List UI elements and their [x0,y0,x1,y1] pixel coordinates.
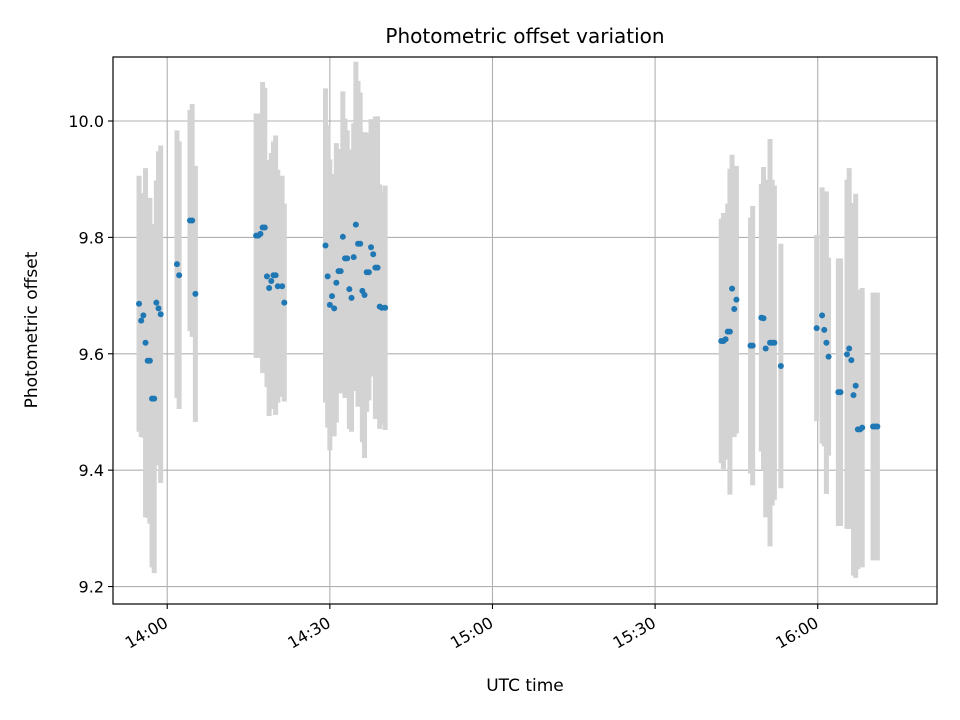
data-point [844,351,851,358]
data-point [813,325,820,332]
data-point [722,336,729,343]
y-tick-label: 9.2 [79,578,104,597]
y-axis-ticks: 9.2 9.4 9.6 9.8 10.0 [68,112,113,597]
data-point [192,290,199,297]
data-point [771,339,778,346]
data-point [339,233,346,240]
data-point [136,300,143,307]
data-point [261,224,268,231]
data-point [146,357,153,364]
data-point [337,268,344,275]
data-point [279,283,286,290]
data-point [823,339,830,346]
data-point [322,242,329,249]
y-tick-label: 9.4 [79,461,104,480]
data-point [151,395,158,402]
data-point [733,296,740,303]
data-point [274,283,281,290]
data-point [821,326,828,333]
data-points [136,217,881,433]
data-point [326,301,333,308]
data-point [157,311,164,318]
data-point [370,251,377,258]
data-point [142,339,149,346]
data-point [344,255,351,262]
data-point [874,423,881,430]
data-point [272,272,279,279]
data-point [365,269,372,276]
data-point [731,305,738,312]
data-point [819,312,826,319]
data-point [350,254,357,261]
data-point [346,286,353,293]
plot-frame [112,56,938,605]
y-tick-label: 9.6 [79,345,104,364]
data-point [837,389,844,396]
data-point [352,221,359,228]
data-point [726,328,733,335]
data-point [329,293,336,300]
data-point [138,317,145,324]
chart-title: Photometric offset variation [385,24,664,48]
data-point [729,285,736,292]
data-point [331,305,338,312]
data-point [153,299,160,306]
y-tick-label: 10.0 [68,112,104,131]
data-point [777,362,784,369]
data-point [268,278,275,285]
data-point [361,292,368,299]
data-point [368,244,375,251]
data-point [374,264,381,271]
y-axis-label: Photometric offset [22,251,42,408]
data-point [257,230,264,237]
data-point [263,273,270,280]
data-point [176,272,183,279]
data-point [348,294,355,301]
data-point [825,353,832,360]
x-axis-label: UTC time [486,676,564,696]
data-point [324,273,331,280]
data-point [140,312,147,319]
data-point [333,279,340,286]
data-point [850,392,857,399]
data-point [760,315,767,322]
data-point [848,357,855,364]
data-point [846,345,853,352]
data-point [762,345,769,352]
y-tick-label: 9.8 [79,228,104,247]
data-point [155,305,162,312]
data-point [189,217,196,224]
data-point [266,285,273,292]
data-point [173,261,180,268]
data-point [859,424,866,431]
data-point [382,304,389,311]
data-point [281,299,288,306]
data-point [357,240,364,247]
data-point [749,342,756,349]
data-point [852,382,859,389]
